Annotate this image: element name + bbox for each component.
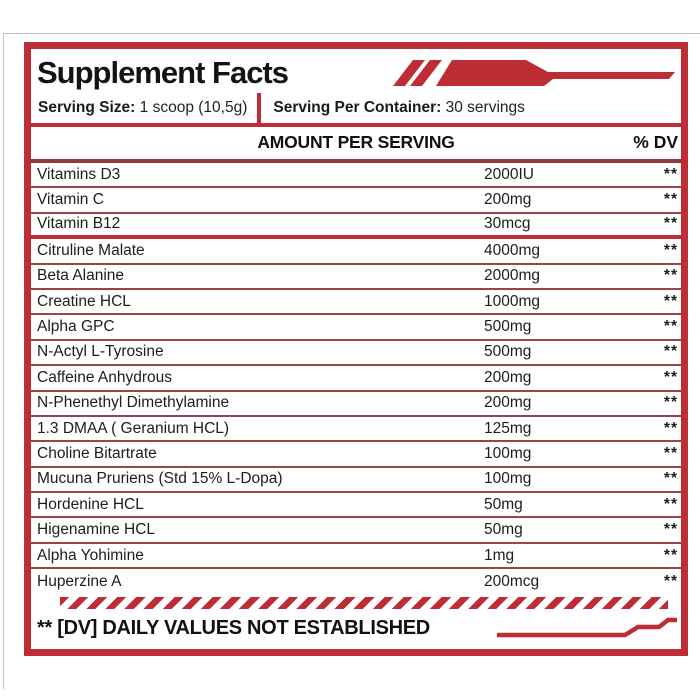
ingredient-name: Vitamins D3 (37, 165, 121, 183)
ingredient-amount: 200mg (484, 191, 532, 209)
ingredient-amount: 100mg (484, 444, 532, 462)
stepped-line-decoration-icon (497, 617, 677, 638)
ingredient-name: Citruline Malate (37, 241, 145, 259)
ingredient-dv-value: ** (663, 546, 678, 564)
table-row: Higenamine HCL 50mg ** (31, 518, 681, 544)
divider-line-top (31, 123, 681, 127)
table-row: Vitamins D3 2000IU ** (31, 163, 681, 189)
table-row: Vitamin B12 30mcg ** (31, 214, 681, 240)
ingredient-name: Huperzine A (37, 572, 122, 590)
ingredient-amount: 200mg (484, 368, 532, 386)
diagonal-stripes-decoration (60, 596, 668, 609)
ingredient-amount: 500mg (484, 343, 532, 361)
servings-per-container-label: Serving Per Container: (273, 99, 442, 116)
amount-per-serving-header: AMOUNT PER SERVING (257, 132, 455, 152)
ingredient-amount: 2000IU (484, 165, 534, 183)
ingredient-name: Hordenine HCL (37, 495, 144, 513)
serving-size: Serving Size: 1 scoop (10,5g) (38, 93, 247, 123)
speed-slashes-decoration-icon (393, 60, 675, 86)
ingredient-name: Vitamin C (37, 191, 104, 209)
ingredient-amount: 50mg (484, 521, 523, 539)
ingredient-name: Alpha Yohimine (37, 546, 144, 564)
ingredient-amount: 200mg (484, 394, 532, 412)
ingredient-dv-value: ** (663, 470, 678, 488)
table-row: Caffeine Anhydrous 200mg ** (31, 366, 681, 392)
table-row: Creatine HCL 1000mg ** (31, 290, 681, 316)
table-row: N-Phenethyl Dimethylamine 200mg ** (31, 392, 681, 417)
ingredient-amount: 1mg (484, 546, 515, 564)
table-row: N-Actyl L-Tyrosine 500mg ** (31, 341, 681, 367)
ingredient-dv-value: ** (663, 191, 678, 209)
table-row: Mucuna Pruriens (Std 15% L-Dopa) 100mg *… (31, 468, 681, 494)
ingredient-name: 1.3 DMAA ( Geranium HCL) (37, 419, 230, 437)
label-border-box: Supplement Facts Serving Size: 1 scoop (… (24, 42, 688, 656)
table-row: Alpha GPC 500mg ** (31, 315, 681, 341)
table-row: Vitamin C 200mg ** (31, 188, 681, 214)
ingredient-amount: 2000mg (484, 267, 541, 285)
table-row: Huperzine A 200mcg ** (31, 569, 681, 594)
serving-divider-bar (257, 93, 262, 123)
ingredient-name: Mucuna Pruriens (Std 15% L-Dopa) (37, 470, 283, 488)
ingredient-name: Higenamine HCL (37, 521, 156, 539)
serving-size-label: Serving Size: (38, 99, 136, 116)
ingredient-dv-value: ** (663, 572, 678, 590)
ingredient-dv-value: ** (663, 318, 678, 336)
ingredient-amount: 1000mg (484, 292, 541, 310)
table-row: Alpha Yohimine 1mg ** (31, 544, 681, 570)
label-footer: ** [DV] DAILY VALUES NOT ESTABLISHED (31, 609, 681, 649)
table-row: Citruline Malate 4000mg ** (31, 239, 681, 265)
serving-size-value: 1 scoop (10,5g) (135, 99, 248, 116)
ingredient-dv-value: ** (663, 292, 678, 310)
ingredient-dv-value: ** (663, 419, 678, 437)
servings-per-container: Serving Per Container: 30 servings (273, 93, 525, 123)
ingredient-dv-value: ** (663, 394, 678, 412)
servings-per-container-value: 30 servings (441, 99, 525, 116)
ingredient-dv-value: ** (663, 495, 678, 513)
ingredient-amount: 4000mg (484, 241, 541, 259)
ingredient-amount: 30mcg (484, 215, 531, 233)
ingredient-name: N-Phenethyl Dimethylamine (37, 394, 230, 412)
table-column-header: AMOUNT PER SERVING % DV (31, 127, 681, 159)
ingredient-name: Alpha GPC (37, 318, 115, 336)
ingredient-amount: 200mcg (484, 572, 540, 590)
ingredient-dv-value: ** (663, 444, 678, 462)
ingredient-amount: 100mg (484, 470, 532, 488)
ingredient-amount: 500mg (484, 318, 532, 336)
ingredient-dv-value: ** (663, 241, 678, 259)
ingredient-name: Vitamin B12 (37, 215, 121, 233)
ingredient-name: Creatine HCL (37, 292, 131, 310)
ingredient-name: N-Actyl L-Tyrosine (37, 343, 164, 361)
ingredient-name: Beta Alanine (37, 267, 125, 285)
ingredient-dv-value: ** (663, 267, 678, 285)
ingredient-name: Choline Bitartrate (37, 444, 157, 462)
table-row: Hordenine HCL 50mg ** (31, 493, 681, 519)
percent-dv-header: % DV (633, 132, 678, 152)
label-header: Supplement Facts (31, 49, 681, 93)
table-row: Beta Alanine 2000mg ** (31, 265, 681, 290)
ingredient-dv-value: ** (663, 521, 678, 539)
serving-info-row: Serving Size: 1 scoop (10,5g) Serving Pe… (31, 93, 681, 123)
divider-line-header-bottom (31, 158, 681, 163)
dv-footnote: ** [DV] DAILY VALUES NOT ESTABLISHED (37, 617, 430, 640)
label-title: Supplement Facts (37, 55, 289, 90)
ingredient-amount: 50mg (484, 495, 523, 513)
table-row: 1.3 DMAA ( Geranium HCL) 125mg ** (31, 417, 681, 443)
ingredient-dv-value: ** (663, 165, 678, 183)
ingredient-table: Vitamins D3 2000IU ** Vitamin C 200mg **… (31, 163, 681, 595)
ingredient-dv-value: ** (663, 343, 678, 361)
ingredient-dv-value: ** (663, 368, 678, 386)
table-row: Choline Bitartrate 100mg ** (31, 442, 681, 468)
ingredient-amount: 125mg (484, 419, 532, 437)
ingredient-dv-value: ** (663, 215, 678, 233)
ingredient-name: Caffeine Anhydrous (37, 368, 173, 386)
